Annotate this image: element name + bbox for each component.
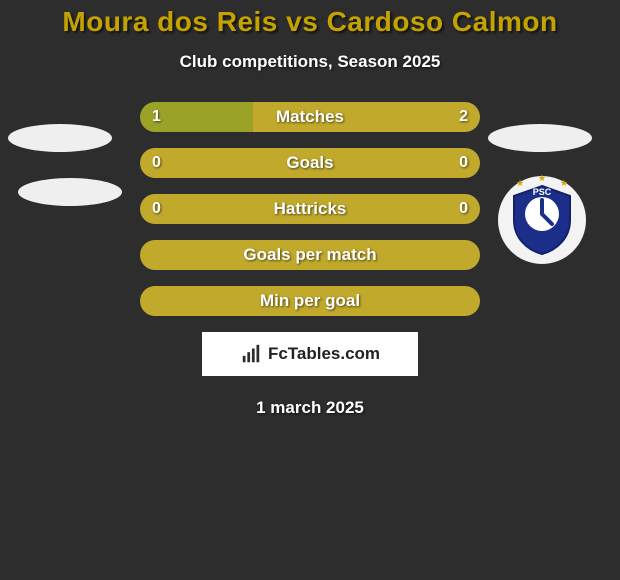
- stat-label: Hattricks: [140, 194, 480, 224]
- stat-label: Matches: [140, 102, 480, 132]
- right-player-mark: [488, 124, 592, 152]
- stat-label: Goals per match: [140, 240, 480, 270]
- stat-row: Goals per match: [140, 240, 480, 270]
- badge-letters: PSC: [533, 187, 552, 197]
- stat-row: Hattricks0 0: [140, 194, 480, 224]
- stat-value-right: 0: [459, 194, 468, 224]
- left-player-mark-1: [8, 124, 112, 152]
- stat-label: Min per goal: [140, 286, 480, 316]
- stat-rows: Matches12Goals00Hattricks00Goals per mat…: [140, 102, 480, 316]
- footer-date: 1 march 2025: [0, 398, 620, 418]
- bar-chart-icon: [240, 343, 262, 365]
- left-player-mark-2: [18, 178, 122, 206]
- stat-value-left: 1: [152, 102, 161, 132]
- stat-row: Matches1 2: [140, 102, 480, 132]
- stat-row: Goals0 0: [140, 148, 480, 178]
- branding-text: FcTables.com: [268, 344, 380, 364]
- stat-value-left: 0: [152, 194, 161, 224]
- comparison-title: Moura dos Reis vs Cardoso Calmon: [0, 0, 620, 38]
- stat-row: Min per goal: [140, 286, 480, 316]
- stat-value-left: 0: [152, 148, 161, 178]
- stat-value-right: 0: [459, 148, 468, 178]
- branding-box: FcTables.com: [202, 332, 418, 376]
- comparison-subtitle: Club competitions, Season 2025: [0, 52, 620, 72]
- stat-label: Goals: [140, 148, 480, 178]
- shield-icon: PSC: [510, 184, 574, 256]
- stat-value-right: 2: [459, 102, 468, 132]
- right-club-badge: ★ ★ ★ PSC: [498, 176, 586, 264]
